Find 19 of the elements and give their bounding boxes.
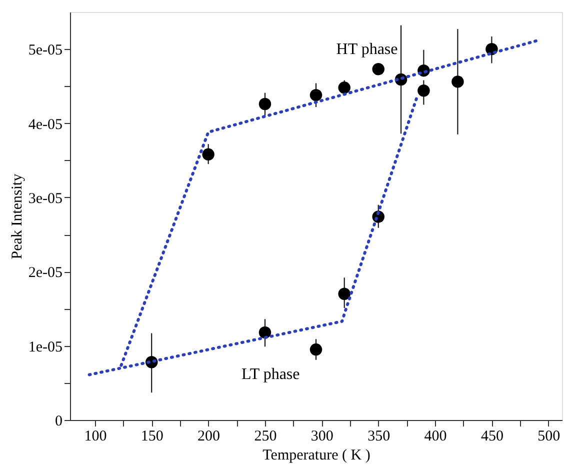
y-tick-label: 4e-05 [28, 116, 62, 133]
y-tick-label: 5e-05 [28, 42, 62, 59]
x-tick-label: 500 [538, 428, 560, 444]
y-tick-label: 3e-05 [28, 190, 62, 207]
y-tick-label: 2e-05 [28, 265, 62, 282]
x-tick-label: 300 [310, 428, 334, 444]
x-tick-label: 350 [368, 428, 390, 444]
x-axis-title: Temperature ( K ) [262, 448, 370, 464]
annotation: HT phase [336, 41, 398, 58]
y-axis-title: Peak Intensity [9, 173, 26, 260]
x-tick-label: 450 [480, 428, 504, 444]
y-tick-label: 0 [55, 414, 62, 430]
x-tick-label: 200 [198, 428, 220, 444]
x-tick-label: 150 [140, 428, 164, 444]
x-tick-label: 100 [84, 428, 107, 444]
x-tick-label: 400 [424, 428, 447, 444]
annotation: LT phase [242, 366, 300, 384]
x-tick-label: 250 [254, 428, 277, 444]
y-tick-label: 1e-05 [28, 339, 62, 356]
